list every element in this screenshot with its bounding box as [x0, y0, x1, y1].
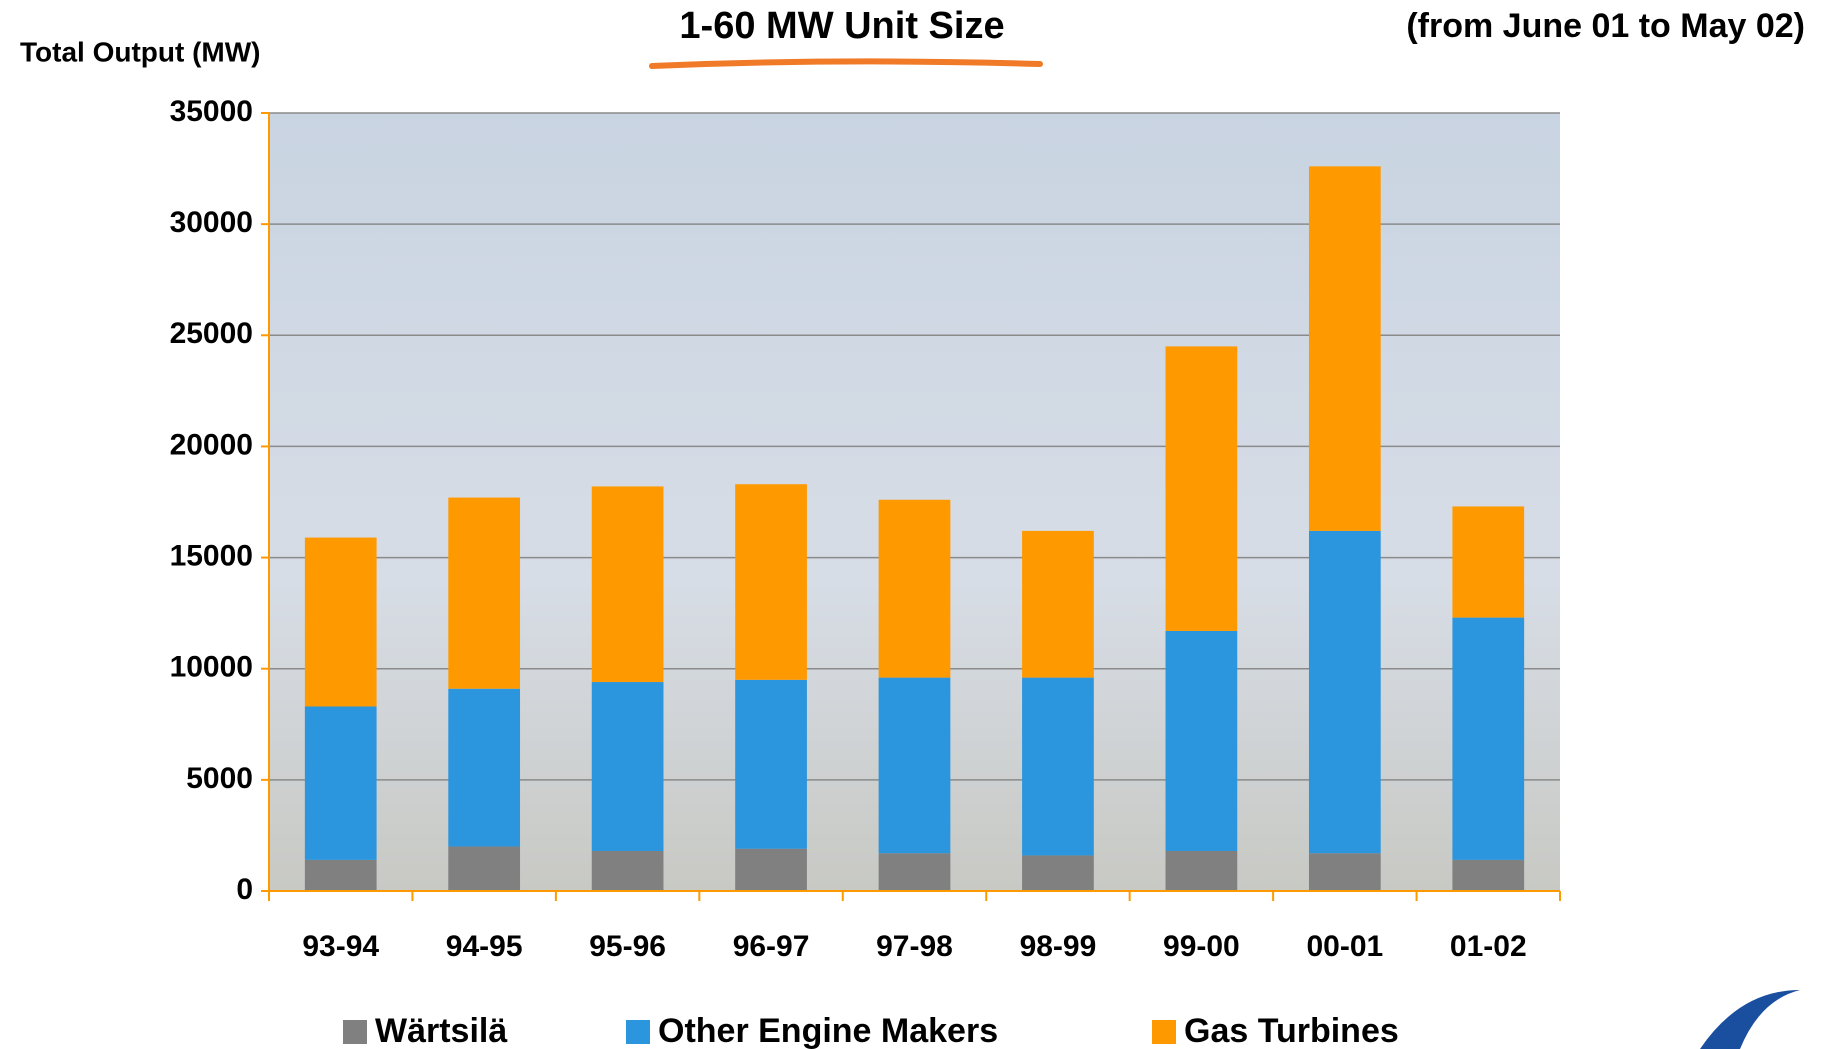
y-tick-label: 35000	[170, 95, 253, 128]
bar-segment	[1452, 617, 1525, 860]
bar-segment	[448, 497, 521, 689]
legend-label: Other Engine Makers	[658, 1012, 998, 1049]
bar-segment	[1022, 855, 1094, 891]
x-tick-label: 97-98	[876, 930, 953, 963]
bar-segment	[735, 484, 807, 680]
title-underline	[649, 58, 1043, 69]
y-axis-label: Total Output (MW)	[20, 36, 261, 67]
bar-segment	[591, 682, 664, 851]
bar-segment	[878, 499, 951, 678]
bar-segment	[304, 706, 377, 860]
bar-segment	[1165, 630, 1238, 851]
y-tick-label: 20000	[170, 428, 253, 461]
y-tick-label: 25000	[170, 317, 253, 350]
y-tick-label: 15000	[170, 539, 253, 572]
bar-segment	[1022, 677, 1094, 856]
bar-segment	[1165, 346, 1238, 631]
x-tick-label: 95-96	[589, 930, 666, 963]
bar-segment	[448, 688, 521, 847]
y-tick-label: 10000	[170, 651, 253, 684]
chart-title: 1-60 MW Unit Size	[679, 5, 1004, 47]
x-tick-label: 93-94	[302, 930, 379, 963]
legend-swatch	[343, 1020, 367, 1044]
bar-segment	[1308, 853, 1381, 891]
x-tick-label: 98-99	[1020, 930, 1097, 963]
legend-swatch	[1152, 1020, 1176, 1044]
bar-segment	[735, 679, 807, 849]
bar-segment	[448, 846, 521, 891]
logo	[1700, 990, 1800, 1049]
bar-segment	[1165, 850, 1238, 891]
x-tick-label: 94-95	[446, 930, 523, 963]
bar-segment	[591, 850, 664, 891]
bar-segment	[1452, 506, 1525, 618]
bar-segment	[1308, 530, 1381, 854]
x-tick-label: 01-02	[1450, 930, 1527, 963]
bar-segment	[1022, 530, 1094, 678]
bar-segment	[735, 848, 807, 891]
bar-segment	[1308, 166, 1381, 531]
y-tick-label: 5000	[186, 762, 253, 795]
bar-segment	[878, 677, 951, 854]
bar-segment	[591, 486, 664, 683]
x-tick-label: 96-97	[733, 930, 810, 963]
chart-subtitle: (from June 01 to May 02)	[1406, 7, 1805, 45]
x-tick-label: 00-01	[1306, 930, 1383, 963]
legend-label: Wärtsilä	[375, 1012, 507, 1049]
bar-segment	[304, 859, 377, 891]
bar-segment	[878, 853, 951, 891]
y-tick-label: 0	[236, 873, 253, 906]
legend-swatch	[626, 1020, 650, 1044]
bar-segment	[304, 537, 377, 707]
legend-label: Gas Turbines	[1184, 1012, 1399, 1049]
bar-segment	[1452, 859, 1525, 891]
y-tick-label: 30000	[170, 206, 253, 239]
x-tick-label: 99-00	[1163, 930, 1240, 963]
